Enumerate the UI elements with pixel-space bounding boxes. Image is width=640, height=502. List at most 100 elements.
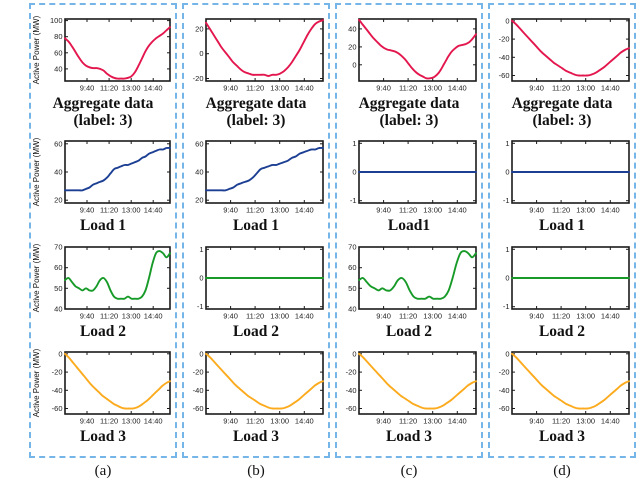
- x-tick-label: 11:20: [245, 84, 263, 93]
- x-tick-label: 13:00: [423, 206, 442, 215]
- panel-a-box: 40 60 80 100 9:40 11:20 13:00 14:40 Active Power…: [29, 3, 177, 458]
- y-tick-label: 60: [348, 263, 356, 272]
- x-tick-label: 14:40: [143, 416, 162, 425]
- x-tick-label: 9:40: [376, 206, 391, 215]
- chart-svg: 20 40 60 9:40 11:20 13:00 14:40: [195, 140, 324, 215]
- chart-title: Load 3: [232, 427, 280, 445]
- chart-svg: 40 60 80 100 9:40 11:20 13:00 14:40 Active Power…: [32, 16, 171, 93]
- y-tick-label: 50: [348, 283, 356, 292]
- chart-cell: 0 20 40 9:40 11:20 13:00 14:40 Aggregate data …: [338, 16, 481, 129]
- chart-svg: 20 40 60 9:40 11:20 13:00 14:40 Active Power (M…: [32, 138, 171, 215]
- y-tick-label: -60: [345, 404, 356, 413]
- x-tick-label: 14:40: [143, 206, 162, 215]
- x-tick-label: 13:00: [576, 416, 595, 425]
- panel-label-c: (c): [400, 463, 418, 479]
- y-tick-label: 1: [199, 244, 203, 253]
- y-axis-label: Active Power (MW): [32, 16, 41, 84]
- x-tick-label: 11:20: [551, 84, 569, 93]
- x-tick-label: 11:20: [99, 416, 117, 425]
- x-tick-label: 9:40: [376, 84, 391, 93]
- y-tick-label: 0: [199, 273, 203, 282]
- x-tick-label: 14:40: [294, 84, 313, 93]
- y-tick-label: 80: [54, 32, 62, 41]
- chart-title: Aggregate data (label: 3): [511, 95, 613, 130]
- x-tick-label: 9:40: [529, 311, 544, 320]
- chart-svg: -60 -40 -20 0 9:40 11:20 13:00 14:40: [345, 349, 477, 425]
- y-axis-label: Active Power (MW): [32, 244, 41, 312]
- panel-c: 0 20 40 9:40 11:20 13:00 14:40 Aggregate data …: [335, 3, 483, 480]
- data-series-line: [63, 352, 171, 410]
- chart-cell: -1 0 1 9:40 11:20 13:00 14:40 Load1: [338, 138, 481, 234]
- load3-chart-d: -60 -40 -20 0 9:40 11:20 13:00 14:40: [491, 349, 634, 427]
- y-tick-label: 0: [505, 349, 509, 358]
- data-series-line: [63, 26, 171, 80]
- y-tick-label: 20: [195, 196, 203, 205]
- chart-svg: -1 0 1 9:40 11:20 13:00 14:40: [349, 139, 477, 215]
- chart-cell: 40 50 60 70 9:40 11:20 13:00 14:40 Load 2: [338, 244, 481, 340]
- y-tick-label: 0: [505, 273, 509, 282]
- x-tick-label: 11:20: [551, 311, 569, 320]
- y-tick-label: 0: [505, 16, 509, 25]
- chart-svg: -1 0 1 9:40 11:20 13:00 14:40: [502, 139, 630, 215]
- x-tick-label: 14:40: [143, 84, 162, 93]
- x-tick-label: 14:40: [294, 206, 313, 215]
- chart-title: Load 3: [538, 427, 586, 445]
- x-tick-label: 11:20: [398, 84, 416, 93]
- y-tick-label: 40: [54, 168, 62, 177]
- y-tick-label: 0: [505, 168, 509, 177]
- chart-title: Load 1: [79, 217, 127, 235]
- data-series-line: [357, 249, 477, 300]
- y-tick-label: 1: [505, 139, 509, 148]
- chart-svg: -60 -40 -20 0 9:40 11:20 13:00 14:40: [192, 349, 324, 425]
- chart-cell: -60 -40 -20 0 9:40 11:20 13:00 14:40 Load 3: [185, 349, 328, 445]
- aggregate-data-chart-c: 0 20 40 9:40 11:20 13:00 14:40: [338, 16, 481, 94]
- aggregate-data-chart-b: -20 0 20 9:40 11:20 13:00 14:40: [185, 16, 328, 94]
- x-tick-label: 11:20: [398, 311, 416, 320]
- chart-svg: 40 50 60 70 9:40 11:20 13:00 14:40 Active Power …: [32, 244, 171, 320]
- chart-cell: -60 -40 -20 0 9:40 11:20 13:00 14:40 Load 3: [338, 349, 481, 445]
- y-tick-label: 0: [199, 49, 203, 58]
- y-tick-label: 70: [348, 244, 356, 252]
- x-tick-label: 13:00: [121, 206, 140, 215]
- x-tick-label: 13:00: [576, 311, 595, 320]
- load3-chart-b: -60 -40 -20 0 9:40 11:20 13:00 14:40: [185, 349, 328, 427]
- x-tick-label: 14:40: [294, 416, 313, 425]
- panel-d: -60 -40 -20 0 9:40 11:20 13:00 14:40 Aggregate …: [488, 3, 636, 480]
- x-tick-label: 13:00: [121, 84, 140, 93]
- y-tick-label: -1: [196, 302, 203, 311]
- y-tick-label: 40: [54, 65, 62, 74]
- load3-chart-a: -60 -40 -20 0 9:40 11:20 13:00 14:40 Active Powe…: [32, 349, 175, 427]
- chart-title: Load 3: [79, 427, 127, 445]
- chart-svg: -20 0 20 9:40 11:20 13:00 14:40: [192, 18, 324, 93]
- x-tick-label: 9:40: [529, 416, 544, 425]
- x-tick-label: 14:40: [447, 311, 466, 320]
- x-tick-label: 9:40: [529, 84, 544, 93]
- y-tick-label: 40: [348, 25, 356, 34]
- panel-d-box: -60 -40 -20 0 9:40 11:20 13:00 14:40 Aggregate …: [488, 3, 636, 458]
- y-tick-label: 20: [195, 25, 203, 34]
- y-tick-label: 60: [54, 263, 62, 272]
- load3-chart-c: -60 -40 -20 0 9:40 11:20 13:00 14:40: [338, 349, 481, 427]
- y-tick-label: 0: [58, 349, 62, 358]
- y-axis-label: Active Power (MW): [32, 138, 41, 206]
- x-tick-label: 13:00: [576, 84, 595, 93]
- x-tick-label: 11:20: [398, 416, 416, 425]
- chart-svg: -60 -40 -20 0 9:40 11:20 13:00 14:40: [498, 349, 630, 425]
- x-tick-label: 13:00: [270, 84, 289, 93]
- x-tick-label: 11:20: [245, 206, 263, 215]
- chart-title: Load 2: [538, 322, 586, 340]
- y-tick-label: -20: [345, 367, 356, 376]
- x-tick-label: 14:40: [600, 311, 619, 320]
- data-series-line: [204, 147, 324, 192]
- chart-cell: 40 50 60 70 9:40 11:20 13:00 14:40 Active Power …: [32, 244, 175, 340]
- chart-title: Load1: [387, 217, 431, 235]
- x-tick-label: 9:40: [79, 416, 94, 425]
- x-tick-label: 14:40: [447, 206, 466, 215]
- y-tick-label: 100: [49, 16, 62, 25]
- x-tick-label: 13:00: [270, 206, 289, 215]
- x-tick-label: 14:40: [600, 84, 619, 93]
- chart-title: Load 2: [79, 322, 127, 340]
- x-tick-label: 9:40: [529, 206, 544, 215]
- load1-chart-a: 20 40 60 9:40 11:20 13:00 14:40 Active Power (M…: [32, 138, 175, 216]
- y-tick-label: 60: [54, 48, 62, 57]
